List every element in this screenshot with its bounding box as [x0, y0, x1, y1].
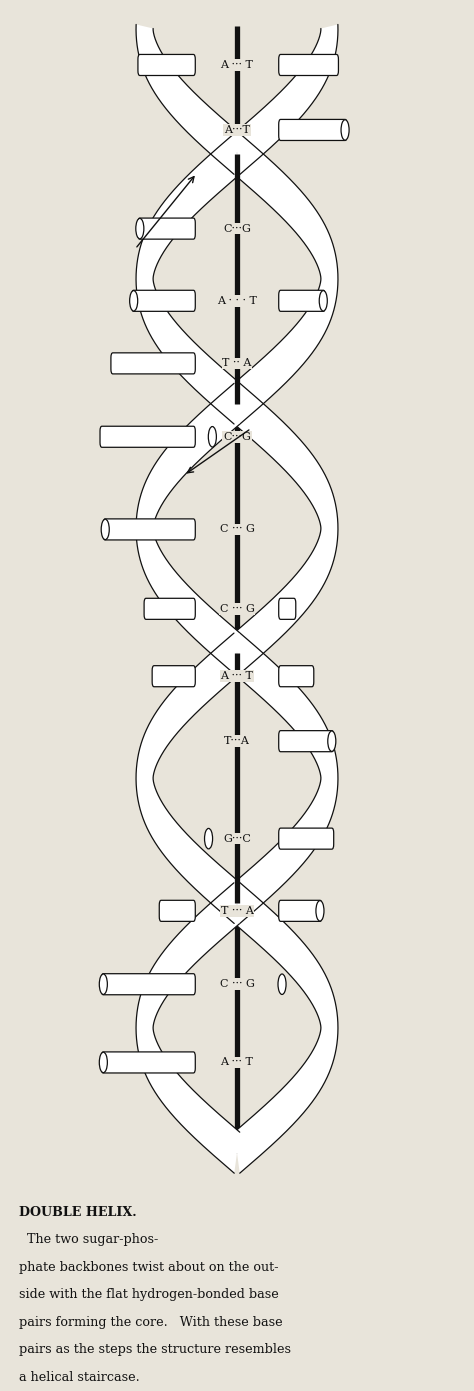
Text: C ··· G: C ··· G: [219, 524, 255, 534]
Text: A ··· T: A ··· T: [220, 60, 254, 70]
Text: C···G: C···G: [223, 431, 251, 442]
FancyBboxPatch shape: [101, 1052, 195, 1072]
FancyBboxPatch shape: [279, 900, 322, 921]
Circle shape: [99, 1052, 107, 1072]
Circle shape: [319, 291, 327, 312]
Circle shape: [136, 218, 144, 239]
FancyBboxPatch shape: [279, 598, 296, 619]
FancyBboxPatch shape: [138, 54, 195, 75]
Text: T ··· A: T ··· A: [220, 906, 254, 915]
FancyBboxPatch shape: [152, 666, 195, 687]
Circle shape: [205, 829, 212, 849]
FancyBboxPatch shape: [279, 291, 325, 312]
Text: The two sugar-phos-: The two sugar-phos-: [19, 1234, 158, 1246]
Text: pairs as the steps the structure resembles: pairs as the steps the structure resembl…: [19, 1344, 291, 1356]
FancyBboxPatch shape: [138, 218, 195, 239]
FancyBboxPatch shape: [279, 828, 334, 849]
Polygon shape: [136, 134, 239, 424]
Circle shape: [341, 120, 349, 140]
Polygon shape: [136, 25, 239, 174]
FancyBboxPatch shape: [144, 598, 195, 619]
Text: C ··· G: C ··· G: [219, 979, 255, 989]
Polygon shape: [136, 883, 240, 1173]
FancyBboxPatch shape: [279, 54, 338, 75]
FancyBboxPatch shape: [101, 974, 195, 995]
Text: a helical staircase.: a helical staircase.: [19, 1372, 140, 1384]
Circle shape: [278, 974, 286, 995]
Text: A ··· T: A ··· T: [220, 672, 254, 682]
Polygon shape: [234, 633, 338, 924]
FancyBboxPatch shape: [279, 666, 314, 687]
Polygon shape: [136, 633, 240, 924]
Polygon shape: [234, 883, 338, 1173]
FancyBboxPatch shape: [159, 900, 195, 921]
Circle shape: [129, 291, 137, 312]
Text: C ··· G: C ··· G: [219, 604, 255, 613]
Text: C···G: C···G: [223, 224, 251, 234]
Text: A ··· T: A ··· T: [220, 1057, 254, 1067]
FancyBboxPatch shape: [279, 120, 347, 140]
Text: pairs forming the core.   With these base: pairs forming the core. With these base: [19, 1316, 283, 1328]
Polygon shape: [235, 134, 338, 424]
Polygon shape: [235, 25, 338, 174]
Circle shape: [208, 427, 216, 447]
FancyBboxPatch shape: [279, 730, 334, 751]
Text: A · · · T: A · · · T: [217, 296, 257, 306]
Circle shape: [101, 519, 109, 540]
FancyBboxPatch shape: [111, 353, 195, 374]
Text: DOUBLE HELIX.: DOUBLE HELIX.: [19, 1206, 137, 1219]
Text: A···T: A···T: [224, 125, 250, 135]
FancyBboxPatch shape: [132, 291, 195, 312]
Text: G···C: G···C: [223, 833, 251, 843]
Polygon shape: [136, 384, 239, 673]
Polygon shape: [235, 384, 338, 673]
Text: side with the flat hydrogen-bonded base: side with the flat hydrogen-bonded base: [19, 1288, 279, 1302]
Text: phate backbones twist about on the out-: phate backbones twist about on the out-: [19, 1262, 278, 1274]
Circle shape: [316, 900, 324, 921]
Text: T ·· A: T ·· A: [222, 359, 252, 369]
Circle shape: [328, 730, 336, 751]
Text: T···A: T···A: [224, 736, 250, 746]
Circle shape: [99, 974, 107, 995]
FancyBboxPatch shape: [100, 426, 195, 448]
FancyBboxPatch shape: [103, 519, 195, 540]
